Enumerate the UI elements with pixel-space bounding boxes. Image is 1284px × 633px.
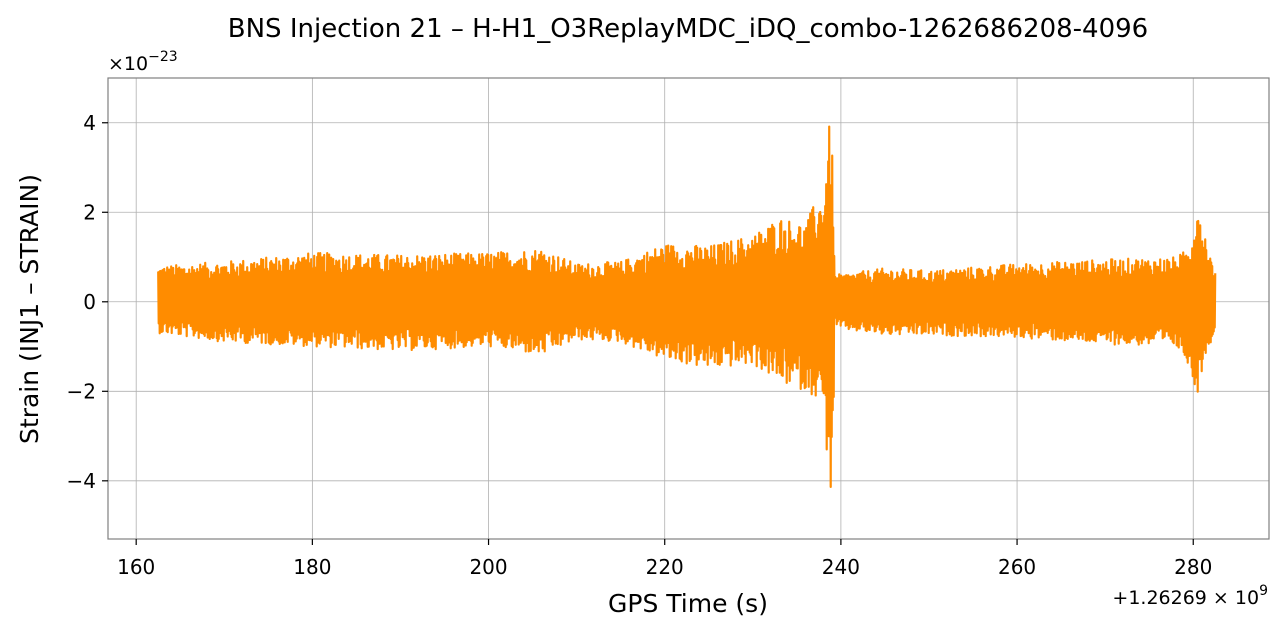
y-tick-label: 2: [83, 200, 96, 224]
x-tick-label: 220: [646, 555, 684, 579]
x-tick-label: 180: [293, 555, 331, 579]
y-tick-label: −4: [67, 469, 96, 493]
x-tick-label: 160: [117, 555, 155, 579]
x-offset-label: +1.26269 × 109: [1112, 583, 1268, 609]
x-tick-label: 260: [998, 555, 1036, 579]
x-tick-label: 200: [469, 555, 507, 579]
y-tick-label: −2: [67, 379, 96, 403]
x-axis-label: GPS Time (s): [608, 589, 768, 618]
chart-title: BNS Injection 21 – H-H1_O3ReplayMDC_iDQ_…: [228, 14, 1148, 44]
x-tick-label: 240: [822, 555, 860, 579]
plot-frame: [107, 77, 1270, 540]
x-tick-label: 280: [1174, 555, 1212, 579]
y-scale-label: ×10−23: [108, 49, 178, 75]
axis-ticks: 160 180 200 220 240 260 280 −4 −2 0 2 4: [67, 111, 1213, 579]
strain-series-line: [157, 125, 1217, 488]
y-tick-label: 4: [83, 111, 96, 135]
series-layer: [157, 125, 1217, 488]
y-tick-label: 0: [83, 290, 96, 314]
y-axis-label: Strain (INJ1 – STRAIN): [15, 174, 44, 444]
